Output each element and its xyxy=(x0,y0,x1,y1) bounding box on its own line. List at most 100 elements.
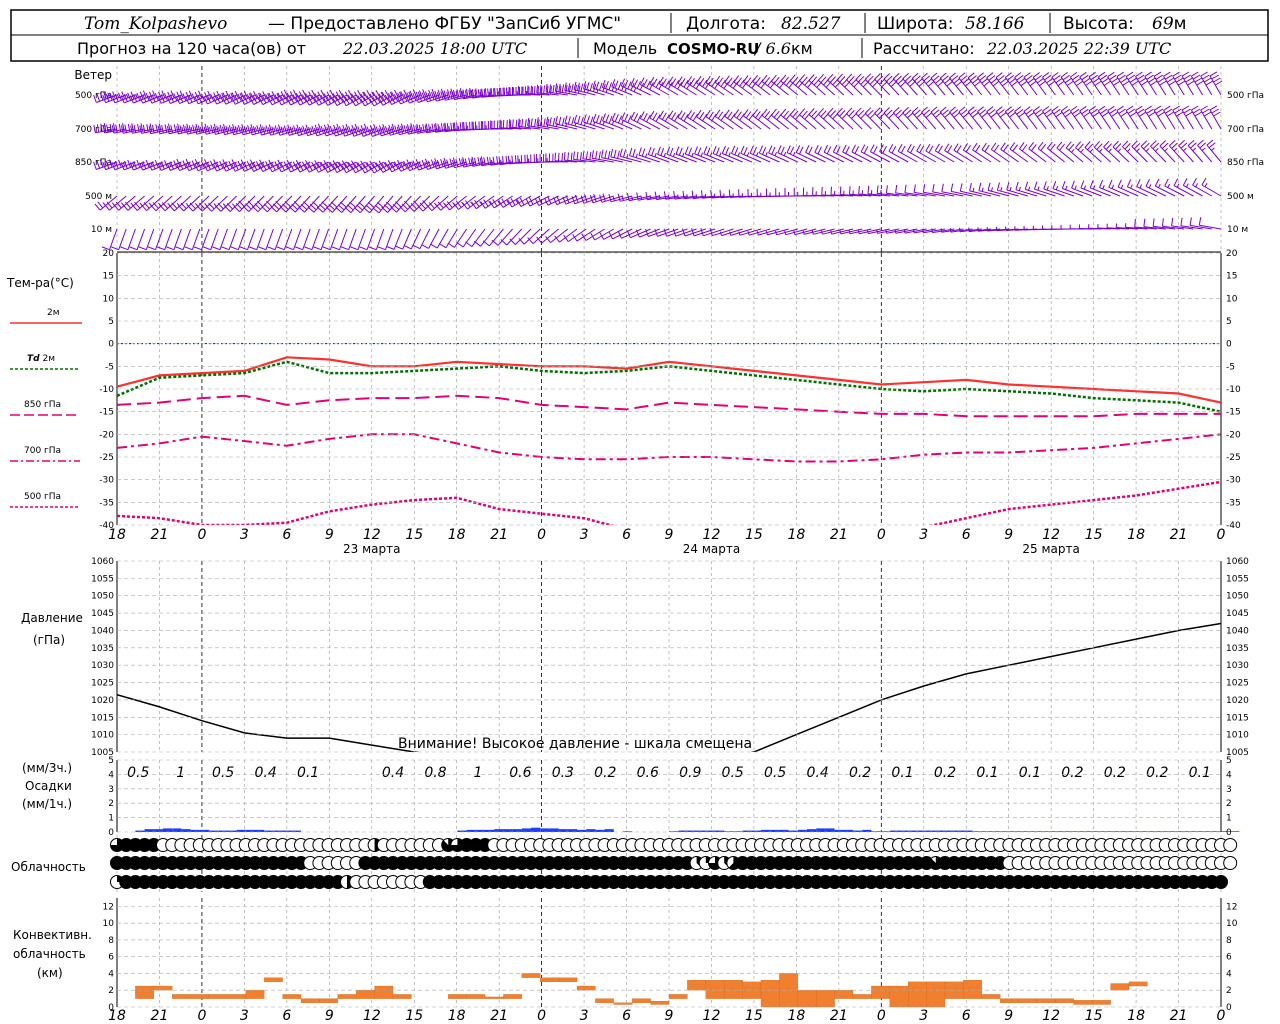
y-tick-right: -15 xyxy=(1226,408,1241,418)
wind-barb xyxy=(150,195,173,212)
y-tick-right: 10 xyxy=(1226,919,1238,929)
conv-bar xyxy=(816,990,835,1008)
wind-barb xyxy=(712,146,734,163)
x-tick-label: 18 xyxy=(448,527,466,543)
wind-barb xyxy=(904,184,927,197)
conv-bar xyxy=(172,994,210,999)
wind-barb xyxy=(196,195,219,212)
conv-bar xyxy=(926,981,946,1008)
precip-total-label: 0.1 xyxy=(1019,765,1041,781)
precip-bar xyxy=(972,831,982,832)
wind-barb xyxy=(175,228,192,251)
precip-bar xyxy=(1165,831,1175,832)
x-tick-label: 6 xyxy=(622,1008,631,1024)
wind-barb xyxy=(949,72,964,96)
wind-barb xyxy=(1150,140,1167,163)
wind-barb xyxy=(1136,179,1157,197)
wind-barb xyxy=(277,124,302,136)
day-label: 24 марта xyxy=(683,542,740,556)
wind-barb xyxy=(424,88,449,103)
y-tick-right: 1060 xyxy=(1226,557,1249,567)
x-tick-label: 18 xyxy=(448,1008,466,1024)
precip-bar xyxy=(1110,831,1120,832)
conv-bar xyxy=(834,990,854,999)
wind-barb xyxy=(694,146,716,163)
wind-barb xyxy=(102,159,127,171)
wind-barb xyxy=(554,228,578,243)
wind-barb xyxy=(1200,105,1213,130)
wind-level-label: 500 м xyxy=(85,192,112,202)
y-tick-right: 1010 xyxy=(1226,731,1249,741)
precip-bar xyxy=(724,831,734,832)
y-tick-left: 5 xyxy=(108,756,114,766)
wind-barbs xyxy=(93,71,1223,251)
wind-barb xyxy=(1018,142,1038,163)
precip-bar xyxy=(209,830,219,832)
wind-barb xyxy=(268,89,293,106)
wind-barb xyxy=(527,117,550,130)
wind-barb xyxy=(285,228,302,251)
x-tick-label: 9 xyxy=(325,1008,334,1024)
precip-total-label: 1 xyxy=(176,765,185,781)
precip-total-label: 0.5 xyxy=(127,765,149,781)
wind-barb xyxy=(619,148,642,163)
precip-bar xyxy=(503,829,513,832)
wind-barb xyxy=(1181,105,1194,130)
y-tick-right: 1015 xyxy=(1226,713,1249,723)
wind-barb xyxy=(731,145,752,163)
wind-barb xyxy=(691,228,716,237)
precip-bar xyxy=(908,830,918,832)
wind-barb xyxy=(657,146,679,163)
precip-total-label: 0.2 xyxy=(849,765,871,781)
wind-barb xyxy=(1079,71,1093,96)
wind-barb xyxy=(611,112,633,130)
cloud-symbol xyxy=(1223,838,1238,852)
conv-bar xyxy=(760,980,780,1008)
wind-barb xyxy=(350,123,375,137)
precip-bar xyxy=(843,829,853,832)
wind-barb xyxy=(721,145,743,163)
day-label: 25 марта xyxy=(1022,542,1079,556)
wind-barb xyxy=(341,123,366,137)
wind-barb xyxy=(421,228,440,249)
wind-barb xyxy=(610,148,633,163)
legend-t2m-text: 2м xyxy=(47,308,60,318)
wind-barb xyxy=(645,228,670,237)
x-tick-label: 3 xyxy=(240,527,249,543)
wind-barb xyxy=(602,113,624,130)
wind-barb xyxy=(1107,71,1121,96)
y-tick-left: 1060 xyxy=(91,557,114,567)
precip-total-label: 0.6 xyxy=(509,765,531,781)
x-tick-label: 6 xyxy=(962,1008,971,1024)
wind-barb xyxy=(617,228,642,239)
precip-bar xyxy=(1037,831,1047,832)
wind-barb xyxy=(360,160,385,174)
y-tick-right: 12 xyxy=(1226,902,1237,912)
wind-barb xyxy=(307,195,329,213)
wind-barb xyxy=(1116,105,1130,130)
wind-barb xyxy=(313,123,338,137)
wind-barb xyxy=(959,183,982,197)
wind-barb xyxy=(649,110,670,130)
conv-bar xyxy=(1092,1000,1111,1005)
conv-bar xyxy=(319,998,338,1003)
wind-barb xyxy=(658,76,679,96)
y-tick-right: 1025 xyxy=(1226,679,1249,689)
wind-barb xyxy=(249,124,274,136)
model-res: / 6.6км xyxy=(753,39,813,58)
wind-barb xyxy=(1032,106,1047,130)
x-tick-label: 15 xyxy=(405,1008,423,1024)
wind-barb xyxy=(1154,178,1176,197)
wind-barb xyxy=(756,228,780,236)
precip-bar xyxy=(715,830,725,832)
conv-bar xyxy=(466,994,486,999)
calc-label: Рассчитано: xyxy=(873,39,975,58)
wind-barb xyxy=(1069,71,1084,96)
legend-t700: 700 гПа xyxy=(10,446,80,462)
precip-bar xyxy=(199,829,209,832)
precip-bar xyxy=(1184,831,1194,832)
precip-bar xyxy=(1221,831,1231,832)
x-tick-label: 0 xyxy=(877,1008,886,1024)
wind-barb xyxy=(258,124,283,136)
wind-barb xyxy=(758,145,780,163)
